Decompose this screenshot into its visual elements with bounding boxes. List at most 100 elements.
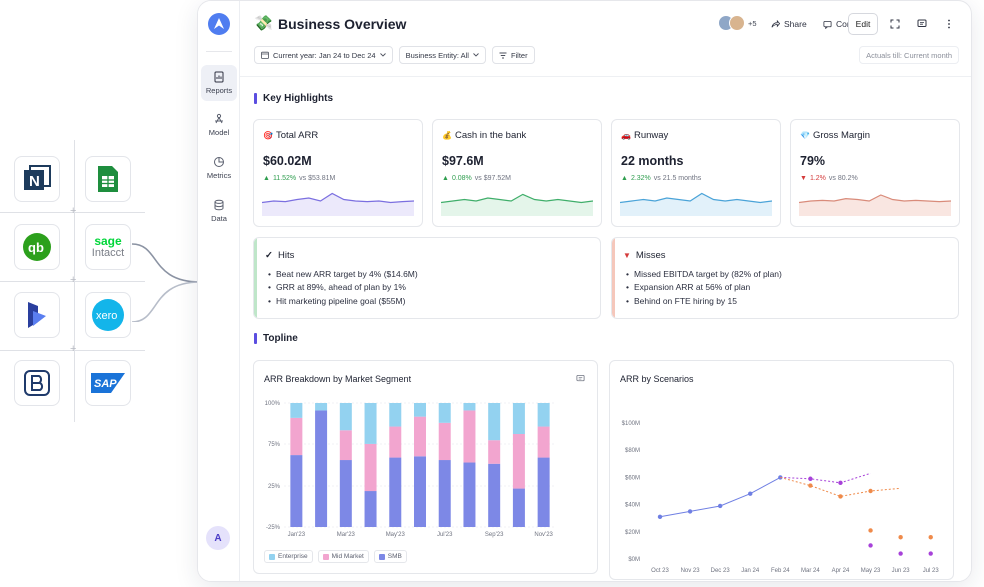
collaborators-more: +5 bbox=[748, 18, 757, 28]
bar-segment[interactable] bbox=[438, 403, 451, 423]
legend-item-mid-market[interactable]: Mid Market bbox=[317, 550, 369, 563]
bar-segment[interactable] bbox=[512, 403, 525, 434]
filter-button[interactable]: Filter bbox=[491, 46, 535, 64]
baremetrics-card[interactable] bbox=[14, 360, 60, 406]
data-point[interactable] bbox=[898, 535, 903, 540]
netsuite-icon: N bbox=[24, 165, 51, 190]
kpi-card-gross-margin[interactable]: 💎 Gross Margin 79% ▼ 1.2% vs 80.2% bbox=[790, 119, 960, 227]
xero-icon: xero bbox=[92, 299, 124, 331]
x-tick-label: Mar'23 bbox=[337, 532, 356, 538]
kpi-card-runway[interactable]: 🚗 Runway 22 months ▲ 2.32% vs 21.5 months bbox=[611, 119, 781, 227]
kpi-title-text: Gross Margin bbox=[812, 130, 870, 141]
google-sheets-card[interactable] bbox=[85, 156, 131, 202]
misses-accent bbox=[612, 238, 615, 318]
bar-segment[interactable] bbox=[512, 488, 525, 527]
sage-intacct-card[interactable]: sage Intacct bbox=[85, 224, 131, 270]
bar-segment[interactable] bbox=[364, 491, 377, 527]
edit-button[interactable]: Edit bbox=[848, 13, 878, 35]
legend-item-enterprise[interactable]: Enterprise bbox=[264, 550, 313, 563]
misses-heading: ▼ Misses bbox=[623, 250, 665, 261]
bar-segment[interactable] bbox=[315, 410, 328, 527]
bar-segment[interactable] bbox=[315, 403, 328, 411]
bar-segment[interactable] bbox=[488, 463, 501, 527]
kpi-card-cash[interactable]: 💰 Cash in the bank $97.6M ▲ 0.08% vs $97.52… bbox=[432, 119, 602, 227]
bar-segment[interactable] bbox=[414, 456, 426, 527]
share-button[interactable]: Share bbox=[771, 19, 807, 29]
bar-segment[interactable] bbox=[537, 426, 550, 458]
netsuite-card[interactable]: N bbox=[14, 156, 60, 202]
data-point[interactable] bbox=[868, 528, 873, 533]
sap-card[interactable]: SAP bbox=[85, 360, 131, 406]
nav-data[interactable]: Data bbox=[201, 193, 237, 229]
data-point[interactable] bbox=[657, 514, 663, 520]
bar-segment[interactable] bbox=[414, 416, 426, 457]
bar-segment[interactable] bbox=[463, 462, 476, 527]
bar-segment[interactable] bbox=[438, 460, 451, 527]
triangle-down-icon: ▼ bbox=[623, 251, 631, 260]
collaborator-avatar bbox=[729, 15, 745, 31]
comment-icon[interactable] bbox=[576, 374, 585, 383]
kpi-value: 22 months bbox=[621, 154, 684, 168]
bar-segment[interactable] bbox=[339, 460, 352, 527]
data-point[interactable] bbox=[928, 551, 933, 556]
misses-list: Missed EBITDA target by (82% of plan) Ex… bbox=[626, 268, 782, 308]
bar-segment[interactable] bbox=[488, 403, 501, 441]
more-options-button[interactable] bbox=[942, 17, 956, 31]
xero-card[interactable]: xero bbox=[85, 292, 131, 338]
bar-segment[interactable] bbox=[537, 457, 550, 527]
data-point[interactable] bbox=[838, 494, 843, 499]
chat-button[interactable] bbox=[915, 17, 929, 31]
data-point[interactable] bbox=[687, 509, 693, 514]
quickbooks-card[interactable]: qb bbox=[14, 224, 60, 270]
bar-segment[interactable] bbox=[463, 410, 476, 463]
nav-model[interactable]: Model bbox=[201, 107, 237, 143]
data-point[interactable] bbox=[717, 503, 723, 509]
data-point[interactable] bbox=[808, 483, 813, 488]
kpi-card-total-arr[interactable]: 🎯 Total ARR $60.02M ▲ 11.52% vs $53.81M bbox=[253, 119, 423, 227]
y-tick-label: 25% bbox=[268, 484, 281, 490]
fullscreen-button[interactable] bbox=[888, 17, 902, 31]
chart-title: ARR Breakdown by Market Segment bbox=[264, 374, 412, 384]
arr-breakdown-chart: 100% 75% 25% -25% Jan'23 Mar'23 May'23 Jul'23 Se… bbox=[265, 401, 556, 538]
bar-segment[interactable] bbox=[389, 403, 402, 427]
bar-segment[interactable] bbox=[339, 430, 352, 461]
legend-item-smb[interactable]: SMB bbox=[373, 550, 407, 563]
bar-segment[interactable] bbox=[290, 417, 303, 456]
bar-segment[interactable] bbox=[438, 422, 451, 461]
user-avatar[interactable]: A bbox=[206, 526, 230, 550]
sparkline-area bbox=[441, 194, 593, 216]
sparkline-line bbox=[441, 193, 593, 204]
bar-segment[interactable] bbox=[463, 403, 476, 411]
kpi-title: 💎 Gross Margin bbox=[800, 130, 870, 141]
actuals-selector[interactable]: Actuals till: Current month bbox=[859, 46, 959, 64]
data-point[interactable] bbox=[868, 543, 873, 548]
bar-segment[interactable] bbox=[290, 455, 303, 527]
bar-segment[interactable] bbox=[537, 403, 550, 427]
app-logo-icon[interactable] bbox=[208, 13, 230, 35]
nav-model-label: Model bbox=[208, 128, 230, 137]
data-point[interactable] bbox=[868, 488, 873, 494]
bar-segment[interactable] bbox=[339, 403, 352, 431]
data-point[interactable] bbox=[928, 535, 933, 540]
collaborators[interactable]: +5 bbox=[718, 15, 757, 31]
bar-segment[interactable] bbox=[364, 443, 377, 492]
data-point[interactable] bbox=[838, 480, 843, 486]
bar-segment[interactable] bbox=[290, 403, 303, 418]
nav-reports[interactable]: Reports bbox=[201, 65, 237, 101]
bar-segment[interactable] bbox=[414, 403, 426, 417]
bar-segment[interactable] bbox=[364, 403, 377, 444]
bar-segment[interactable] bbox=[488, 440, 501, 464]
series-line bbox=[780, 476, 901, 497]
period-filter[interactable]: Current year: Jan 24 to Dec 24 bbox=[254, 46, 393, 64]
bar-segment[interactable] bbox=[389, 426, 402, 458]
data-point[interactable] bbox=[748, 491, 753, 496]
bar-segment[interactable] bbox=[512, 434, 525, 489]
data-point[interactable] bbox=[808, 476, 813, 481]
dynamics-icon bbox=[28, 302, 46, 328]
nav-metrics[interactable]: Metrics bbox=[201, 150, 237, 186]
bar-segment[interactable] bbox=[389, 457, 402, 527]
entity-filter[interactable]: Business Entity: All bbox=[398, 46, 486, 64]
x-tick-label: Nov 23 bbox=[681, 568, 701, 574]
data-point[interactable] bbox=[898, 551, 903, 556]
dynamics-card[interactable] bbox=[14, 292, 60, 338]
